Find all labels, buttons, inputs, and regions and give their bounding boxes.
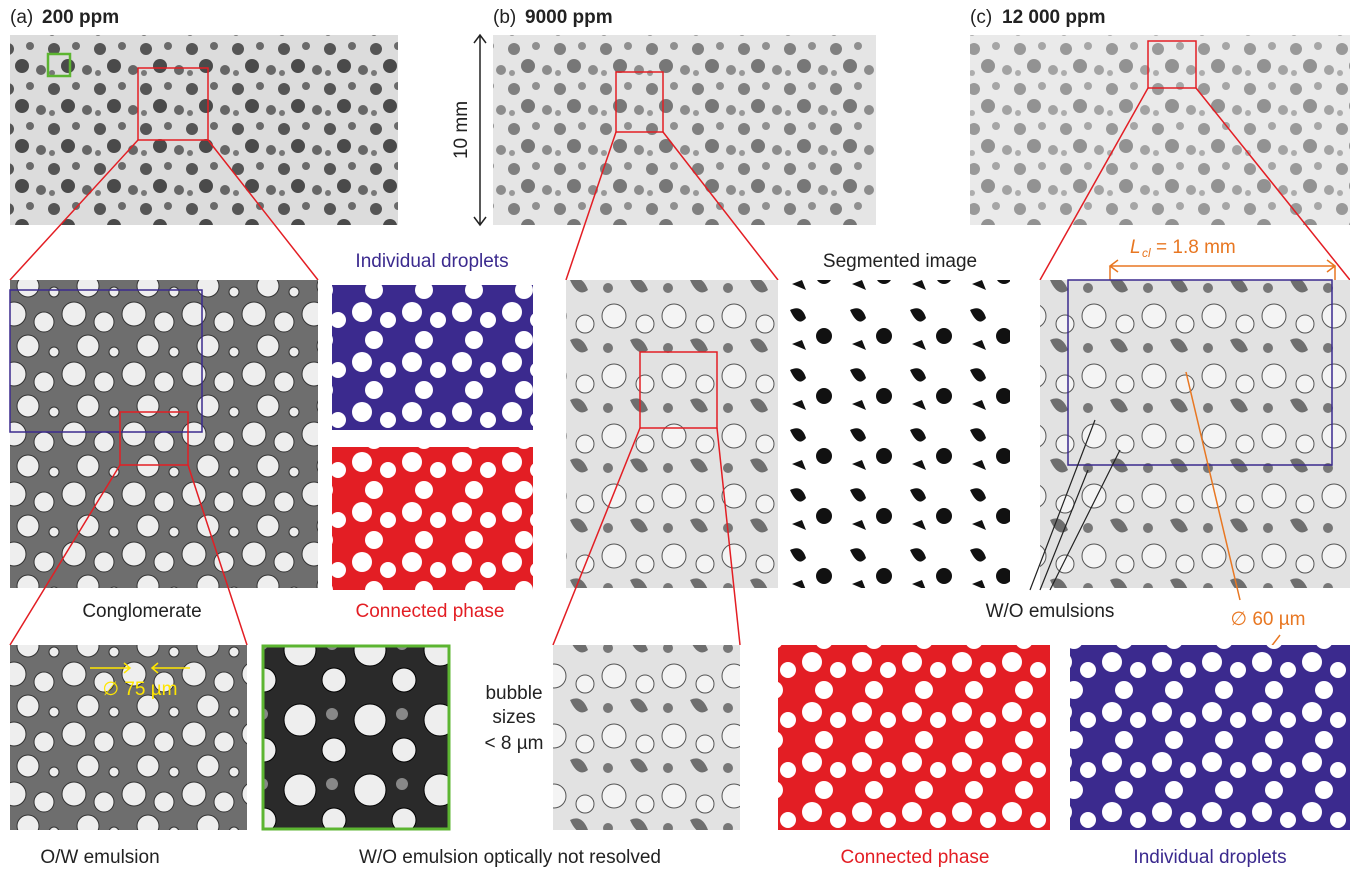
droplets-image (1070, 645, 1350, 830)
micrograph (263, 646, 449, 829)
scale-label: 10 mm (451, 101, 472, 159)
scale-arrow (474, 35, 486, 225)
connected-image (778, 645, 1050, 830)
panel-letter: (b) (493, 7, 516, 28)
label: ∅ 75 µm (102, 679, 177, 700)
concentration: 12 000 ppm (1002, 7, 1106, 28)
concentration: 200 ppm (42, 7, 119, 28)
label: W/O emulsions (986, 601, 1115, 622)
label: ∅ 60 µm (1230, 609, 1305, 630)
label: W/O emulsion optically not resolved (359, 847, 661, 868)
micrograph (10, 280, 318, 588)
panel-letter: (a) (10, 7, 33, 28)
concentration: 9000 ppm (525, 7, 613, 28)
micrograph (566, 280, 778, 588)
label: Segmented image (823, 251, 977, 272)
label: Individual droplets (355, 251, 508, 272)
label: < 8 µm (485, 733, 544, 754)
micrograph (10, 35, 398, 225)
droplets-image (332, 285, 533, 430)
label: O/W emulsion (40, 847, 159, 868)
label: Connected phase (356, 601, 505, 622)
micrograph (553, 645, 740, 830)
label: Individual droplets (1133, 847, 1286, 868)
panel-letter: (c) (970, 7, 992, 28)
label: bubble (485, 683, 542, 704)
micrograph (970, 35, 1350, 225)
micrograph (10, 645, 247, 830)
label: sizes (492, 707, 535, 728)
length-value: = 1.8 mm (1156, 237, 1236, 258)
connected-image (332, 447, 533, 590)
figure: (a) 200 ppm (b) 9000 ppm (c) 12 000 ppm … (0, 0, 1350, 871)
label: Conglomerate (82, 601, 201, 622)
segmented-image (790, 280, 1010, 588)
length-subscript: cl (1142, 246, 1151, 260)
length-symbol: L (1130, 237, 1141, 258)
micrograph (493, 35, 876, 225)
label: Connected phase (841, 847, 990, 868)
micrograph (1040, 280, 1350, 588)
